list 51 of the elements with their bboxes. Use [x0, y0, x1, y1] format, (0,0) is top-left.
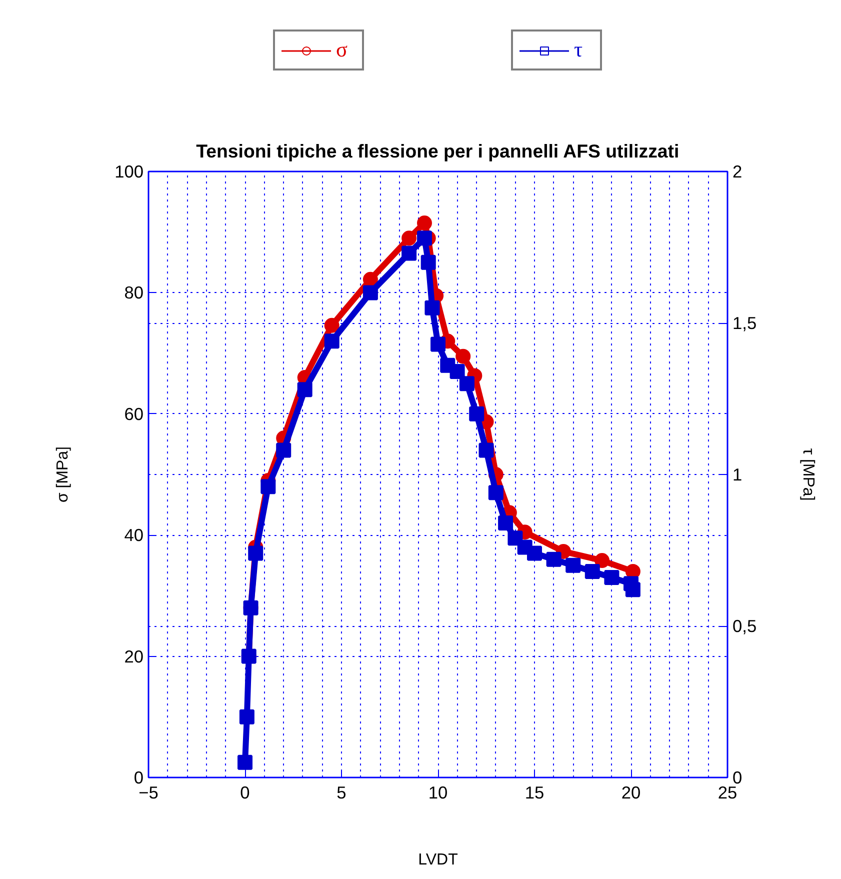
point — [276, 442, 292, 458]
point — [584, 564, 600, 579]
y2-tick-label: 1 — [732, 464, 742, 484]
y-tick-label: 40 — [124, 525, 144, 546]
legend-label: σ — [336, 38, 348, 62]
x-tick-label: 10 — [428, 782, 448, 802]
x-tick-label: 5 — [336, 782, 346, 802]
y-axis-title: σ [MPa] — [54, 446, 72, 503]
point — [248, 546, 264, 561]
point — [238, 754, 252, 770]
point — [450, 364, 465, 379]
point — [239, 709, 254, 724]
point — [488, 485, 504, 500]
point — [416, 230, 432, 246]
y2-tick-label: 1,5 — [732, 313, 757, 333]
point — [430, 336, 446, 352]
y-tick-label: 60 — [124, 404, 144, 424]
y-tick-label: 100 — [114, 162, 144, 182]
point — [324, 334, 340, 349]
x-axis-title: LVDT — [418, 852, 458, 868]
y-tick-label: 20 — [124, 646, 144, 666]
point — [459, 376, 474, 392]
x-tick-label: 15 — [524, 782, 544, 802]
point — [416, 216, 432, 230]
chart-title: Tensioni tipiche a flessione per i pannelli AFS utilizzati — [196, 140, 680, 162]
point — [604, 570, 620, 586]
y2-tick-label: 0,5 — [732, 616, 757, 636]
y-tick-label: 80 — [124, 282, 144, 303]
point — [594, 553, 610, 568]
point — [362, 272, 378, 287]
x-tick-label: 20 — [621, 782, 641, 802]
point — [297, 382, 312, 398]
point — [362, 285, 378, 300]
point — [566, 558, 581, 573]
y2-axis-title: τ [MPa] — [800, 448, 817, 501]
point — [424, 300, 440, 316]
x-tick-label: 0 — [240, 782, 250, 802]
point — [527, 546, 542, 561]
point — [625, 582, 640, 598]
point — [402, 246, 417, 261]
point — [324, 318, 340, 333]
point — [469, 406, 484, 422]
point — [420, 254, 436, 270]
point — [478, 442, 494, 458]
point — [546, 552, 562, 567]
y2-tick-label: 2 — [732, 162, 742, 182]
point — [402, 230, 417, 246]
point — [456, 348, 471, 364]
point — [260, 479, 276, 494]
legend-label: τ — [574, 38, 584, 62]
point — [498, 515, 514, 530]
